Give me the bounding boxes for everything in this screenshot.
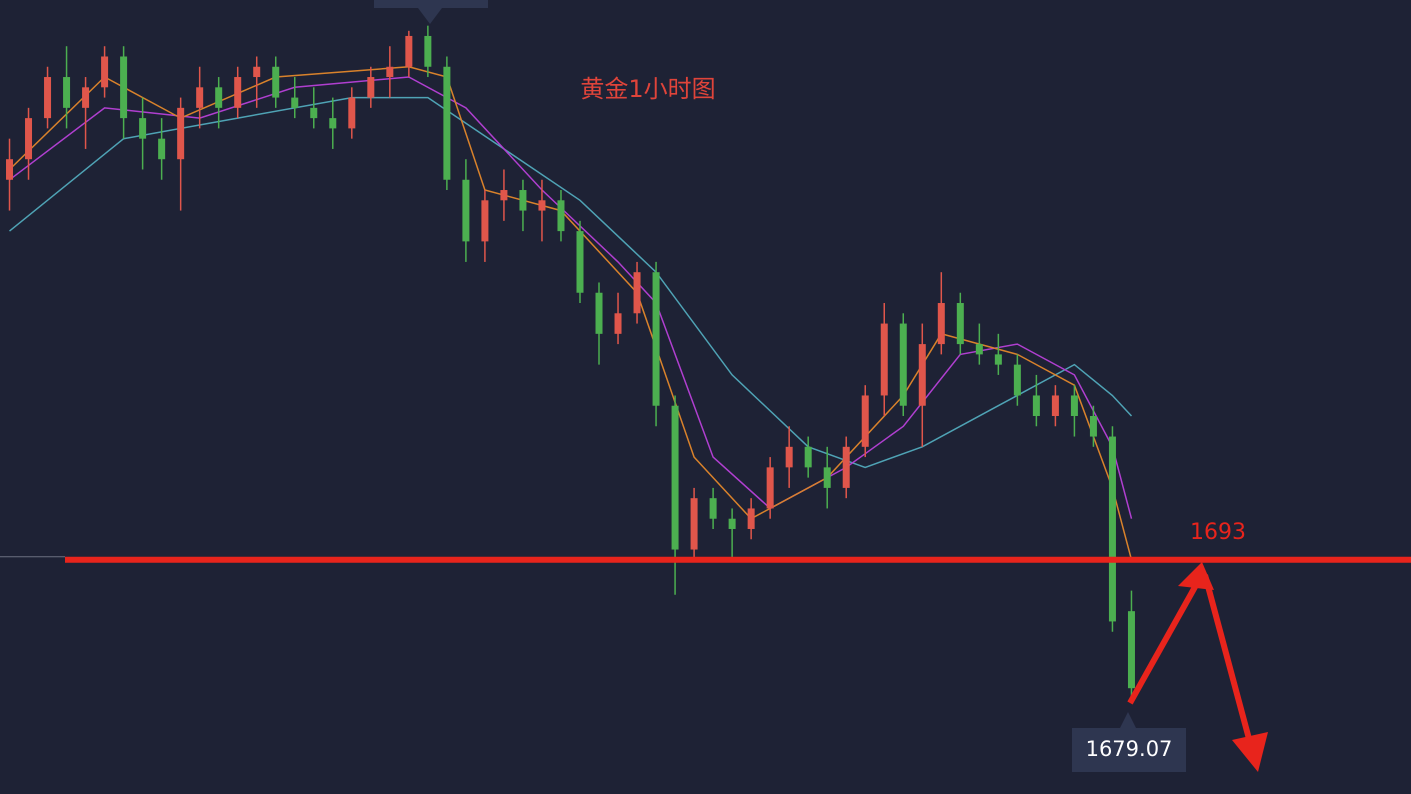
candle-body (633, 272, 641, 314)
candle-body (1032, 395, 1040, 417)
arrow-up (1127, 576, 1203, 705)
candle-body (196, 87, 204, 108)
candle-body (576, 231, 584, 293)
candle-body (956, 303, 964, 345)
arrows (1127, 562, 1268, 772)
arrow-head (1232, 732, 1268, 772)
candle-body (44, 77, 52, 119)
candle-body (652, 272, 660, 406)
candle-body (25, 118, 33, 160)
candle-body (481, 200, 489, 242)
candle-body (614, 313, 622, 334)
candle-body (1051, 395, 1059, 417)
candle-body (595, 292, 603, 334)
level-label: 1693 (1190, 520, 1246, 545)
candle-body (690, 498, 698, 550)
candle-body (861, 395, 869, 447)
top-marker (374, 0, 488, 24)
candle-body (367, 77, 375, 98)
candle-body (557, 200, 565, 232)
candle-body (386, 66, 394, 78)
candle-body (728, 518, 736, 529)
candle-body (1108, 436, 1116, 622)
price-tag (1072, 712, 1186, 772)
candle-body (1070, 395, 1078, 417)
candle-body (253, 66, 261, 78)
candle-body (975, 344, 983, 355)
candle-body (994, 354, 1002, 365)
candle-body (880, 323, 888, 396)
candle-body (804, 446, 812, 468)
candle-body (329, 118, 337, 129)
candle-body (785, 446, 793, 468)
candle-body (120, 56, 128, 119)
candle-body (177, 107, 185, 160)
candle-body (1089, 416, 1097, 437)
candle-body (899, 323, 907, 406)
low-price-label: 1679.07 (1086, 737, 1173, 761)
plot: 1693 (0, 25, 1411, 703)
candle-body (766, 467, 774, 509)
moving-average-line (8, 66, 1133, 560)
candle-body (82, 87, 90, 108)
candle-body (348, 97, 356, 129)
candle-body (671, 405, 679, 550)
candle-body (158, 138, 166, 160)
arrow-down (1202, 574, 1255, 751)
candle-body (538, 200, 546, 211)
candle-body (6, 159, 14, 180)
candle-body (500, 190, 508, 201)
candle-body (519, 190, 527, 211)
candle-body (823, 467, 831, 488)
candle-body (405, 35, 413, 67)
candle-body (443, 66, 451, 180)
candle-body (1127, 611, 1135, 689)
candle-body (709, 498, 717, 519)
chart-title: 黄金1小时图 (580, 75, 715, 103)
candle-body (747, 508, 755, 529)
candle-body (139, 118, 147, 139)
candle-body (215, 87, 223, 108)
candle-body (937, 303, 945, 345)
candle-body (291, 97, 299, 108)
candle-body (234, 77, 242, 108)
candle-body (310, 107, 318, 119)
candle-body (101, 56, 109, 88)
candle-body (918, 344, 926, 406)
candle-body (842, 446, 850, 488)
candle-body (272, 66, 280, 98)
candle-body (1013, 364, 1021, 396)
candle-body (63, 77, 71, 108)
candle-body (424, 35, 432, 67)
candle-body (462, 179, 470, 242)
